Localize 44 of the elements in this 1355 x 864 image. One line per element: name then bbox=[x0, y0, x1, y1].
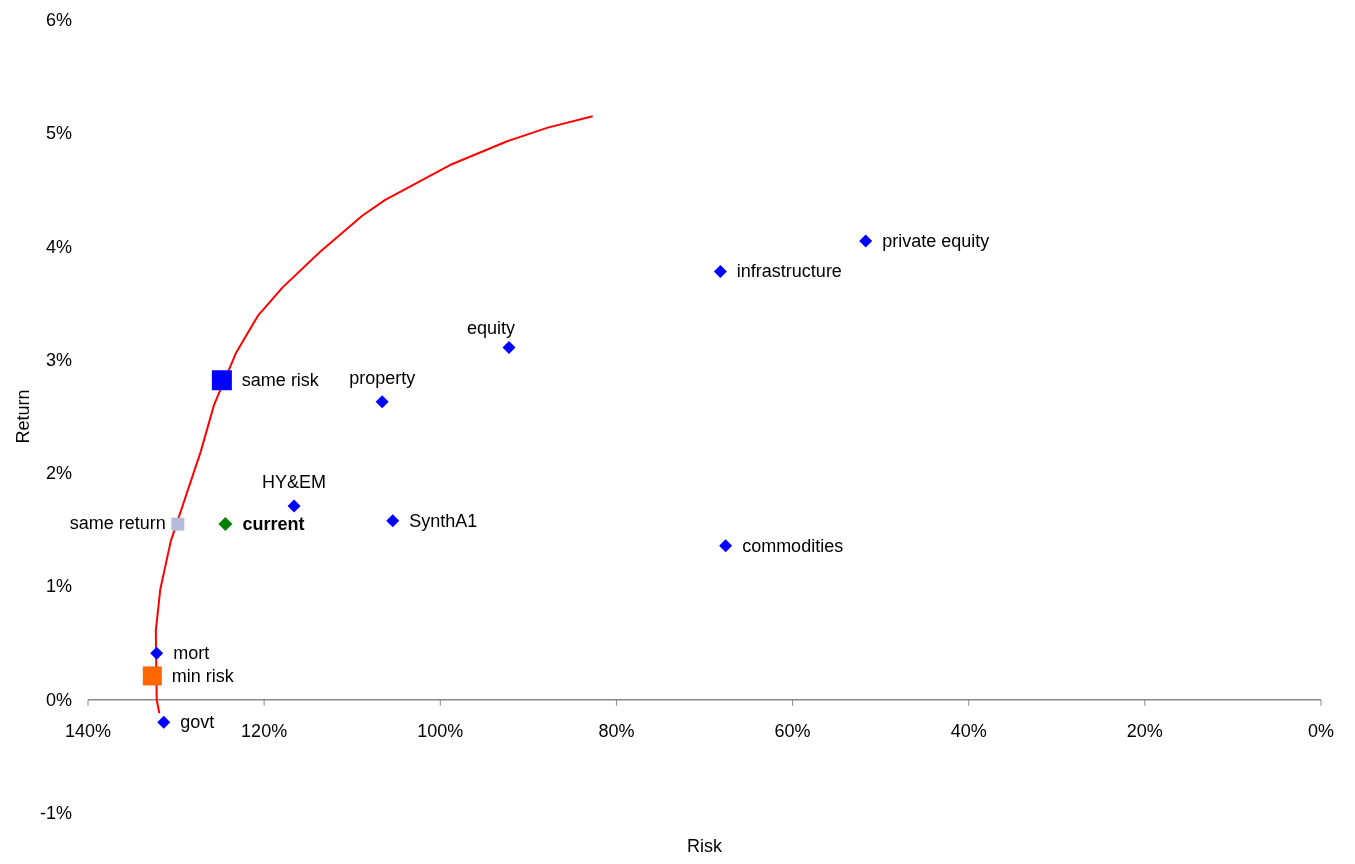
series-label: HY&EM bbox=[262, 472, 327, 492]
x-tick-label: 120% bbox=[241, 720, 288, 741]
series-label: private equity bbox=[882, 230, 990, 251]
series-label: current bbox=[242, 514, 305, 535]
point bbox=[218, 517, 233, 532]
y-tick-label: 2% bbox=[45, 463, 72, 484]
y-tick-label: 0% bbox=[45, 689, 72, 710]
point bbox=[859, 234, 873, 248]
x-tick-label: 80% bbox=[598, 720, 635, 741]
point bbox=[502, 340, 516, 354]
x-tick-label: 40% bbox=[950, 720, 987, 741]
series-label: equity bbox=[466, 318, 515, 339]
series-label: govt bbox=[180, 712, 215, 733]
y-tick-label: 5% bbox=[45, 123, 72, 144]
point bbox=[157, 715, 171, 729]
series-label: SynthA1 bbox=[409, 510, 478, 531]
x-tick-label: 0% bbox=[1307, 720, 1335, 741]
y-tick-label: -1% bbox=[39, 803, 72, 823]
y-tick-label: 1% bbox=[45, 576, 72, 597]
x-tick-label: 20% bbox=[1126, 720, 1163, 741]
series-label: commodities bbox=[742, 535, 844, 556]
series-label: property bbox=[349, 367, 416, 388]
point bbox=[150, 646, 164, 660]
x-tick-label: 60% bbox=[774, 720, 811, 741]
y-tick-label: 4% bbox=[45, 236, 72, 257]
x-tick-label: 140% bbox=[64, 720, 112, 741]
series-label: infrastructure bbox=[736, 261, 842, 282]
point bbox=[713, 264, 727, 278]
point bbox=[142, 666, 162, 686]
series-label: min risk bbox=[171, 665, 235, 686]
y-tick-label: 6% bbox=[45, 10, 72, 30]
series-label: mort bbox=[173, 643, 210, 664]
point bbox=[375, 395, 389, 409]
point bbox=[719, 539, 733, 553]
y-tick-label: 3% bbox=[45, 349, 72, 370]
series-label: same return bbox=[69, 513, 166, 534]
x-tick-label: 100% bbox=[417, 720, 464, 741]
point bbox=[386, 514, 400, 528]
point bbox=[287, 499, 301, 513]
point bbox=[171, 517, 185, 531]
y-axis-title: Return bbox=[13, 389, 33, 444]
x-axis-title: Risk bbox=[687, 836, 723, 856]
series-label: same risk bbox=[241, 370, 320, 391]
point bbox=[211, 370, 232, 391]
